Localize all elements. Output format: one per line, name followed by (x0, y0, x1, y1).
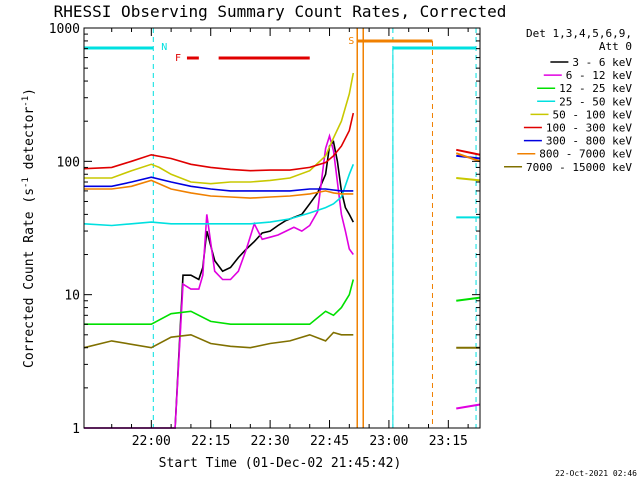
x-tick-label-1: 22:15 (191, 434, 230, 449)
y-axis-label-sup1: -1 (21, 177, 31, 188)
legend-label-8: 7000 - 15000 keV (526, 161, 632, 174)
legend-label-0: 3 - 6 keV (572, 56, 632, 69)
legend-header-2: Att 0 (599, 40, 632, 53)
legend-label-4: 50 - 100 keV (553, 108, 633, 121)
x-tick-label-3: 22:45 (310, 434, 349, 449)
x-tick-label-5: 23:15 (429, 434, 468, 449)
plot-area: NF S 1 10 100 1000 22:00 22:15 22:30 22:45 23:00 23… (49, 22, 481, 449)
y-tick-label-3: 1000 (49, 22, 80, 37)
post-gap-line-7 (456, 403, 481, 410)
y-axis-label: Corrected Count Rate (s-1 detector-1) (21, 88, 37, 368)
legend-label-2: 12 - 25 keV (559, 82, 632, 95)
legend-label-6: 300 - 800 keV (546, 135, 632, 148)
post-gap-line-5 (456, 296, 481, 302)
series-line-1 (84, 133, 354, 429)
y-tick-label-1: 10 (64, 289, 80, 304)
saa-flag-label: S (348, 36, 354, 47)
series-line-6 (84, 176, 354, 192)
y-tick-label-2: 100 (57, 155, 80, 170)
chart-title: RHESSI Observing Summary Count Rates, Co… (54, 2, 507, 21)
series-line-7 (84, 179, 354, 199)
series-line-4 (84, 72, 355, 185)
legend-label-7: 800 - 7000 keV (539, 148, 632, 161)
post-gap-line-3 (455, 152, 481, 163)
timestamp: 22-Oct-2021 02:46 (555, 469, 637, 478)
plot-frame (83, 27, 481, 429)
x-tick-label-0: 22:00 (132, 434, 171, 449)
legend-header-1: Det 1,3,4,5,6,9, (526, 27, 632, 40)
x-axis-label: Start Time (01-Dec-02 21:45:42) (159, 456, 402, 471)
legend-label-5: 100 - 300 keV (546, 122, 632, 135)
y-axis-label-main: Corrected Count Rate (s (22, 188, 37, 368)
flare-flag-label: F (175, 53, 181, 64)
x-tick-label-4: 23:00 (369, 434, 408, 449)
series-line-0 (84, 140, 355, 429)
y-axis-label-end: ) (22, 88, 37, 96)
night-flag-label: N (161, 42, 167, 53)
y-axis-label-sup2: -1 (21, 96, 31, 107)
series-line-8 (83, 331, 354, 349)
post-gap-line-1 (456, 176, 481, 182)
series-line-2 (84, 279, 355, 326)
y-axis-label-mid: detector (22, 107, 37, 178)
post-gap-line-0 (456, 148, 481, 156)
x-tick-label-2: 22:30 (251, 434, 290, 449)
y-tick-label-0: 1 (72, 422, 80, 437)
series-line-5 (83, 112, 355, 172)
legend-label-3: 25 - 50 keV (559, 95, 632, 108)
series-line-3 (83, 164, 355, 227)
legend-label-1: 6 - 12 keV (566, 69, 633, 82)
